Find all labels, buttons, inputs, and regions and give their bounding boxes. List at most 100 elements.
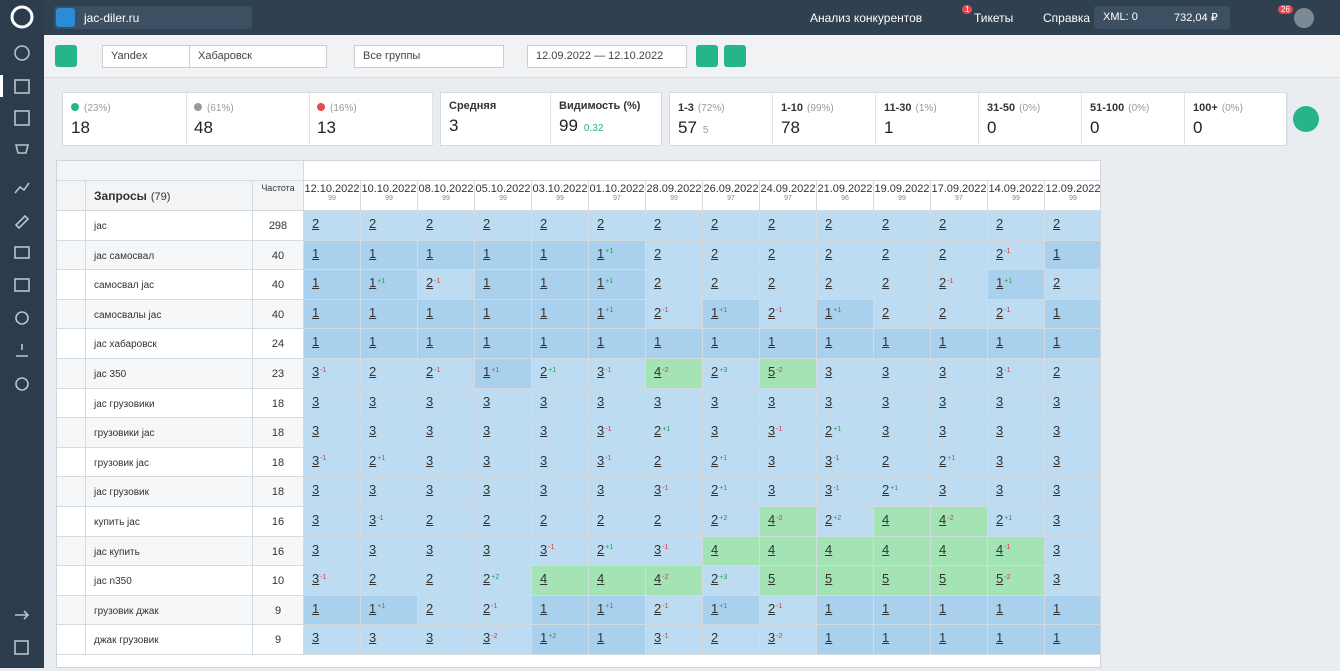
position-value: 3 <box>426 630 434 646</box>
position-value: 3 <box>312 630 320 646</box>
position-cell: 1 <box>418 329 475 359</box>
position-change: -1 <box>776 425 783 433</box>
range-percent: (0%) <box>1019 103 1041 114</box>
money-balance[interactable]: 732,04 ₽ <box>1174 12 1218 24</box>
position-value: 2 <box>426 364 434 379</box>
project-icon <box>56 8 75 27</box>
position-value: 2 <box>711 630 719 646</box>
nav-help[interactable]: Справка <box>1043 11 1091 25</box>
position-value: 3 <box>939 423 947 439</box>
row-handle <box>57 388 86 419</box>
position-cell: 2 <box>874 299 931 330</box>
position-value: 3 <box>882 393 890 409</box>
date-label: 10.10.2022 <box>361 183 417 195</box>
query-cell: jac 350 <box>86 359 253 389</box>
account-box: XML: 0 732,04 ₽ <box>1094 6 1230 29</box>
position-value: 2 <box>882 482 890 498</box>
position-change: +1 <box>1004 277 1013 285</box>
engine-select[interactable]: Yandex <box>102 45 190 68</box>
ranges-card: 1-3 (72%) 57 5 1-10 (99%) 78 11-30 (1%) 1 31-50 (0%… <box>669 92 1288 146</box>
avatar[interactable] <box>1294 8 1314 28</box>
period-select[interactable]: 12.09.2022 — 12.10.2022 <box>527 45 687 68</box>
position-cell: 2 <box>418 566 475 596</box>
position-value: 3 <box>882 423 890 439</box>
position-cell: 1 <box>931 625 988 655</box>
position-value: 3 <box>540 452 548 468</box>
position-value: 1 <box>483 304 491 320</box>
position-cell: 4 <box>931 536 988 567</box>
frequency-cell: 9 <box>253 595 304 626</box>
position-value: 2 <box>939 216 947 231</box>
position-value: 2 <box>825 245 833 261</box>
position-cell: 2+1 <box>703 447 760 478</box>
position-cell: 1 <box>304 329 361 359</box>
position-cell: 3 <box>931 359 988 389</box>
position-value: 3 <box>882 364 890 379</box>
dynamics-value: 48 <box>194 118 213 137</box>
position-cell: 4 <box>532 566 589 596</box>
position-cell: 1 <box>646 329 703 359</box>
range-head: 51-100 (0%) <box>1090 100 1184 114</box>
position-change: +1 <box>491 366 500 374</box>
position-cell: 2-1 <box>760 595 817 626</box>
nav-competitors[interactable]: Анализ конкурентов <box>810 11 923 25</box>
range-value: 0 <box>987 118 997 137</box>
position-value: 1 <box>1053 600 1061 616</box>
position-change: -2 <box>947 514 954 522</box>
row-handle <box>57 240 86 271</box>
position-value: 2 <box>711 275 719 291</box>
position-change: -1 <box>776 307 783 315</box>
nav-tickets[interactable]: Тикеты <box>974 11 1014 25</box>
settings-button[interactable] <box>696 45 718 67</box>
position-value: 2 <box>540 512 548 527</box>
project-select[interactable]: jac-diler.ru <box>54 6 252 29</box>
position-cell: 3 <box>1045 566 1100 596</box>
position-cell: 2 <box>703 625 760 655</box>
position-cell: 2 <box>475 507 532 537</box>
dynamics-cell: (16%) 13 <box>309 93 433 145</box>
position-value: 1 <box>597 334 605 350</box>
position-change: +2 <box>491 573 500 581</box>
position-value: 3 <box>597 393 605 409</box>
position-value: 3 <box>939 482 947 498</box>
position-value: 1 <box>1053 334 1061 350</box>
export-button[interactable] <box>724 45 746 67</box>
position-cell: 1 <box>361 299 418 330</box>
query-cell: грузовик jac <box>86 447 253 478</box>
dynamics-dot <box>71 103 79 111</box>
dynamics-percent: (23%) <box>84 103 111 114</box>
position-cell: 1 <box>703 329 760 359</box>
date-header: 21.09.2022 96 <box>817 181 874 211</box>
position-value: 2 <box>939 275 947 291</box>
frequency-cell: 24 <box>253 329 304 359</box>
xml-balance: XML: 0 <box>1103 11 1138 23</box>
position-cell: 4 <box>760 536 817 567</box>
position-cell: 3 <box>418 418 475 448</box>
position-value: 1 <box>711 304 719 320</box>
position-value: 2 <box>654 304 662 320</box>
position-cell: 2+2 <box>817 507 874 537</box>
position-cell: 4-2 <box>646 566 703 596</box>
expand-button[interactable] <box>1293 106 1319 132</box>
position-value: 2 <box>996 512 1004 527</box>
position-change: +1 <box>605 277 614 285</box>
region-select[interactable]: Хабаровск <box>189 45 327 68</box>
visibility-cell: Видимость (%) 99 0.32 <box>551 93 663 145</box>
refresh-button[interactable] <box>55 45 77 67</box>
position-value: 3 <box>312 571 320 587</box>
frequency-cell: 40 <box>253 270 304 300</box>
position-value: 1 <box>768 334 776 350</box>
position-value: 3 <box>426 393 434 409</box>
row-handle <box>57 507 86 537</box>
position-value: 1 <box>540 304 548 320</box>
position-value: 3 <box>939 364 947 379</box>
group-select[interactable]: Все группы <box>354 45 504 68</box>
dates-top <box>304 161 1100 181</box>
position-cell: 1 <box>988 595 1045 626</box>
position-cell: 1 <box>532 240 589 271</box>
position-value: 2 <box>1053 216 1061 231</box>
position-value: 1 <box>996 275 1004 291</box>
position-cell: 3-1 <box>646 536 703 567</box>
position-value: 2 <box>768 304 776 320</box>
range-label: 1-10 <box>781 102 804 114</box>
